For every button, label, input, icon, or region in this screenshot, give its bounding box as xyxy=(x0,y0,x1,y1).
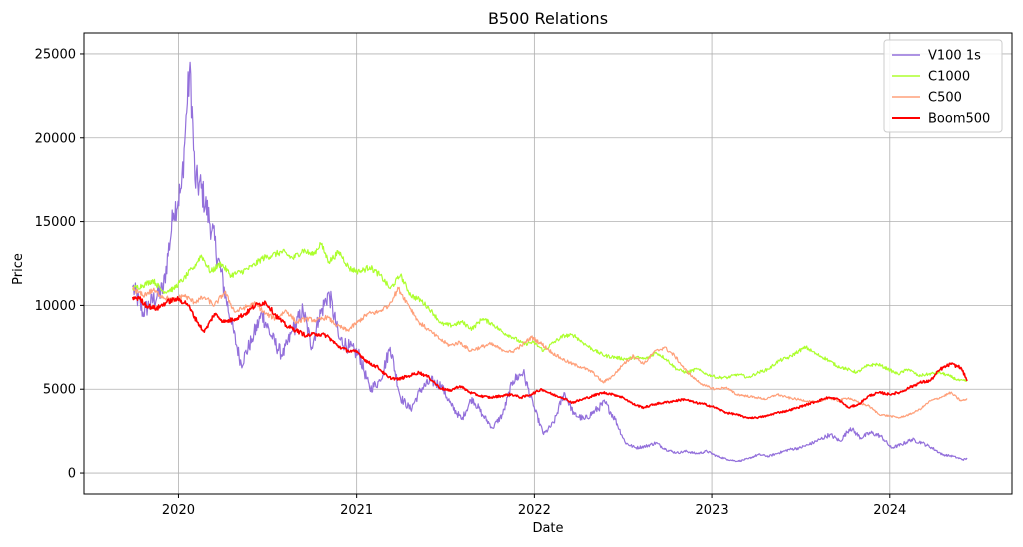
legend-label: C1000 xyxy=(928,70,970,85)
y-tick-label: 0 xyxy=(68,467,76,482)
series-line-c500 xyxy=(132,286,968,419)
grid xyxy=(84,33,1012,494)
legend: V100 1s C1000 C500 Boom500 xyxy=(883,39,1003,133)
x-axis-title: Date xyxy=(532,521,563,536)
series-line-v100-1s xyxy=(132,61,968,463)
y-axis-title: Price xyxy=(11,253,26,285)
chart-title: B500 Relations xyxy=(488,9,608,28)
y-tick-label: 25000 xyxy=(35,47,76,62)
axes: 2020 2021 2022 2023 2024 0 5000 10000 15000 20000… xyxy=(35,32,1013,518)
x-tick-label: 2022 xyxy=(518,503,551,518)
legend-box xyxy=(883,39,1003,133)
y-tick-label: 15000 xyxy=(35,215,76,230)
legend-label: C500 xyxy=(928,91,962,106)
plot-frame xyxy=(83,32,1013,495)
legend-label: Boom500 xyxy=(928,112,990,127)
x-tick-label: 2021 xyxy=(340,503,373,518)
y-tick-label: 20000 xyxy=(35,131,76,146)
legend-label: V100 1s xyxy=(928,49,981,64)
y-tick-label: 5000 xyxy=(43,383,76,398)
y-tick-label: 10000 xyxy=(35,299,76,314)
series-line-c1000 xyxy=(132,242,968,382)
x-tick-label: 2023 xyxy=(696,503,729,518)
x-tick-label: 2024 xyxy=(873,503,906,518)
x-tick-label: 2020 xyxy=(162,503,195,518)
series-line-boom500 xyxy=(131,295,968,420)
series-group xyxy=(131,61,968,463)
